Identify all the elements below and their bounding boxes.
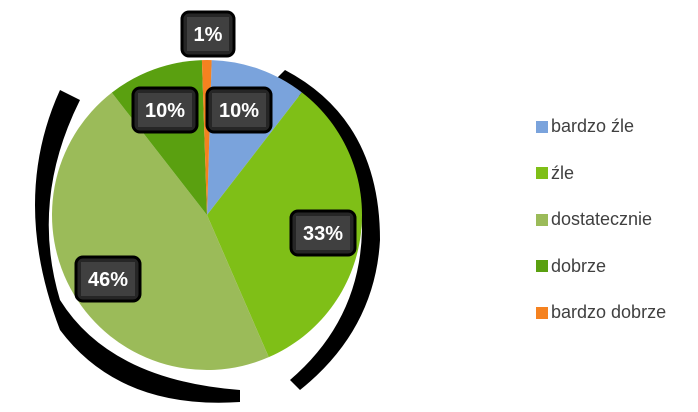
legend-swatch xyxy=(536,167,548,179)
data-label-0: 10% xyxy=(205,86,273,134)
legend-swatch xyxy=(536,260,548,272)
legend-item-bardzo-dobrze: bardzo dobrze xyxy=(536,301,698,324)
data-label-text: 1% xyxy=(194,24,223,46)
data-label-1: 33% xyxy=(289,209,357,257)
data-label-text: 46% xyxy=(88,269,128,291)
legend-swatch xyxy=(536,120,548,133)
data-label-text: 10% xyxy=(145,100,185,122)
legend-item-bardzo-zle: bardzo źle xyxy=(536,115,698,138)
pie-slice-1 xyxy=(207,92,363,358)
legend-label: bardzo źle xyxy=(551,116,635,136)
data-label-text: 33% xyxy=(303,223,343,245)
data-labels: 10% 33% 46% 10% 1% xyxy=(74,10,357,303)
legend-item-zle: źle xyxy=(536,162,698,185)
legend-swatch xyxy=(536,213,548,226)
legend-item-dostatecznie: dostatecznie xyxy=(536,208,698,231)
legend-label: dobrze xyxy=(551,255,607,276)
legend-item-dobrze: dobrze xyxy=(536,255,698,278)
legend-label: dostatecznie xyxy=(551,209,653,229)
data-label-4: 1% xyxy=(180,10,236,58)
data-label-text: 10% xyxy=(219,100,259,122)
legend-swatch xyxy=(536,306,548,319)
legend-label: bardzo dobrze xyxy=(551,302,667,322)
pie-shadow-rim xyxy=(35,70,380,403)
data-label-3: 10% xyxy=(131,86,199,134)
legend-label: źle xyxy=(551,162,575,183)
legend: bardzo źle źle dostatecznie dobrze bardz… xyxy=(536,115,698,348)
data-label-2: 46% xyxy=(74,255,142,303)
